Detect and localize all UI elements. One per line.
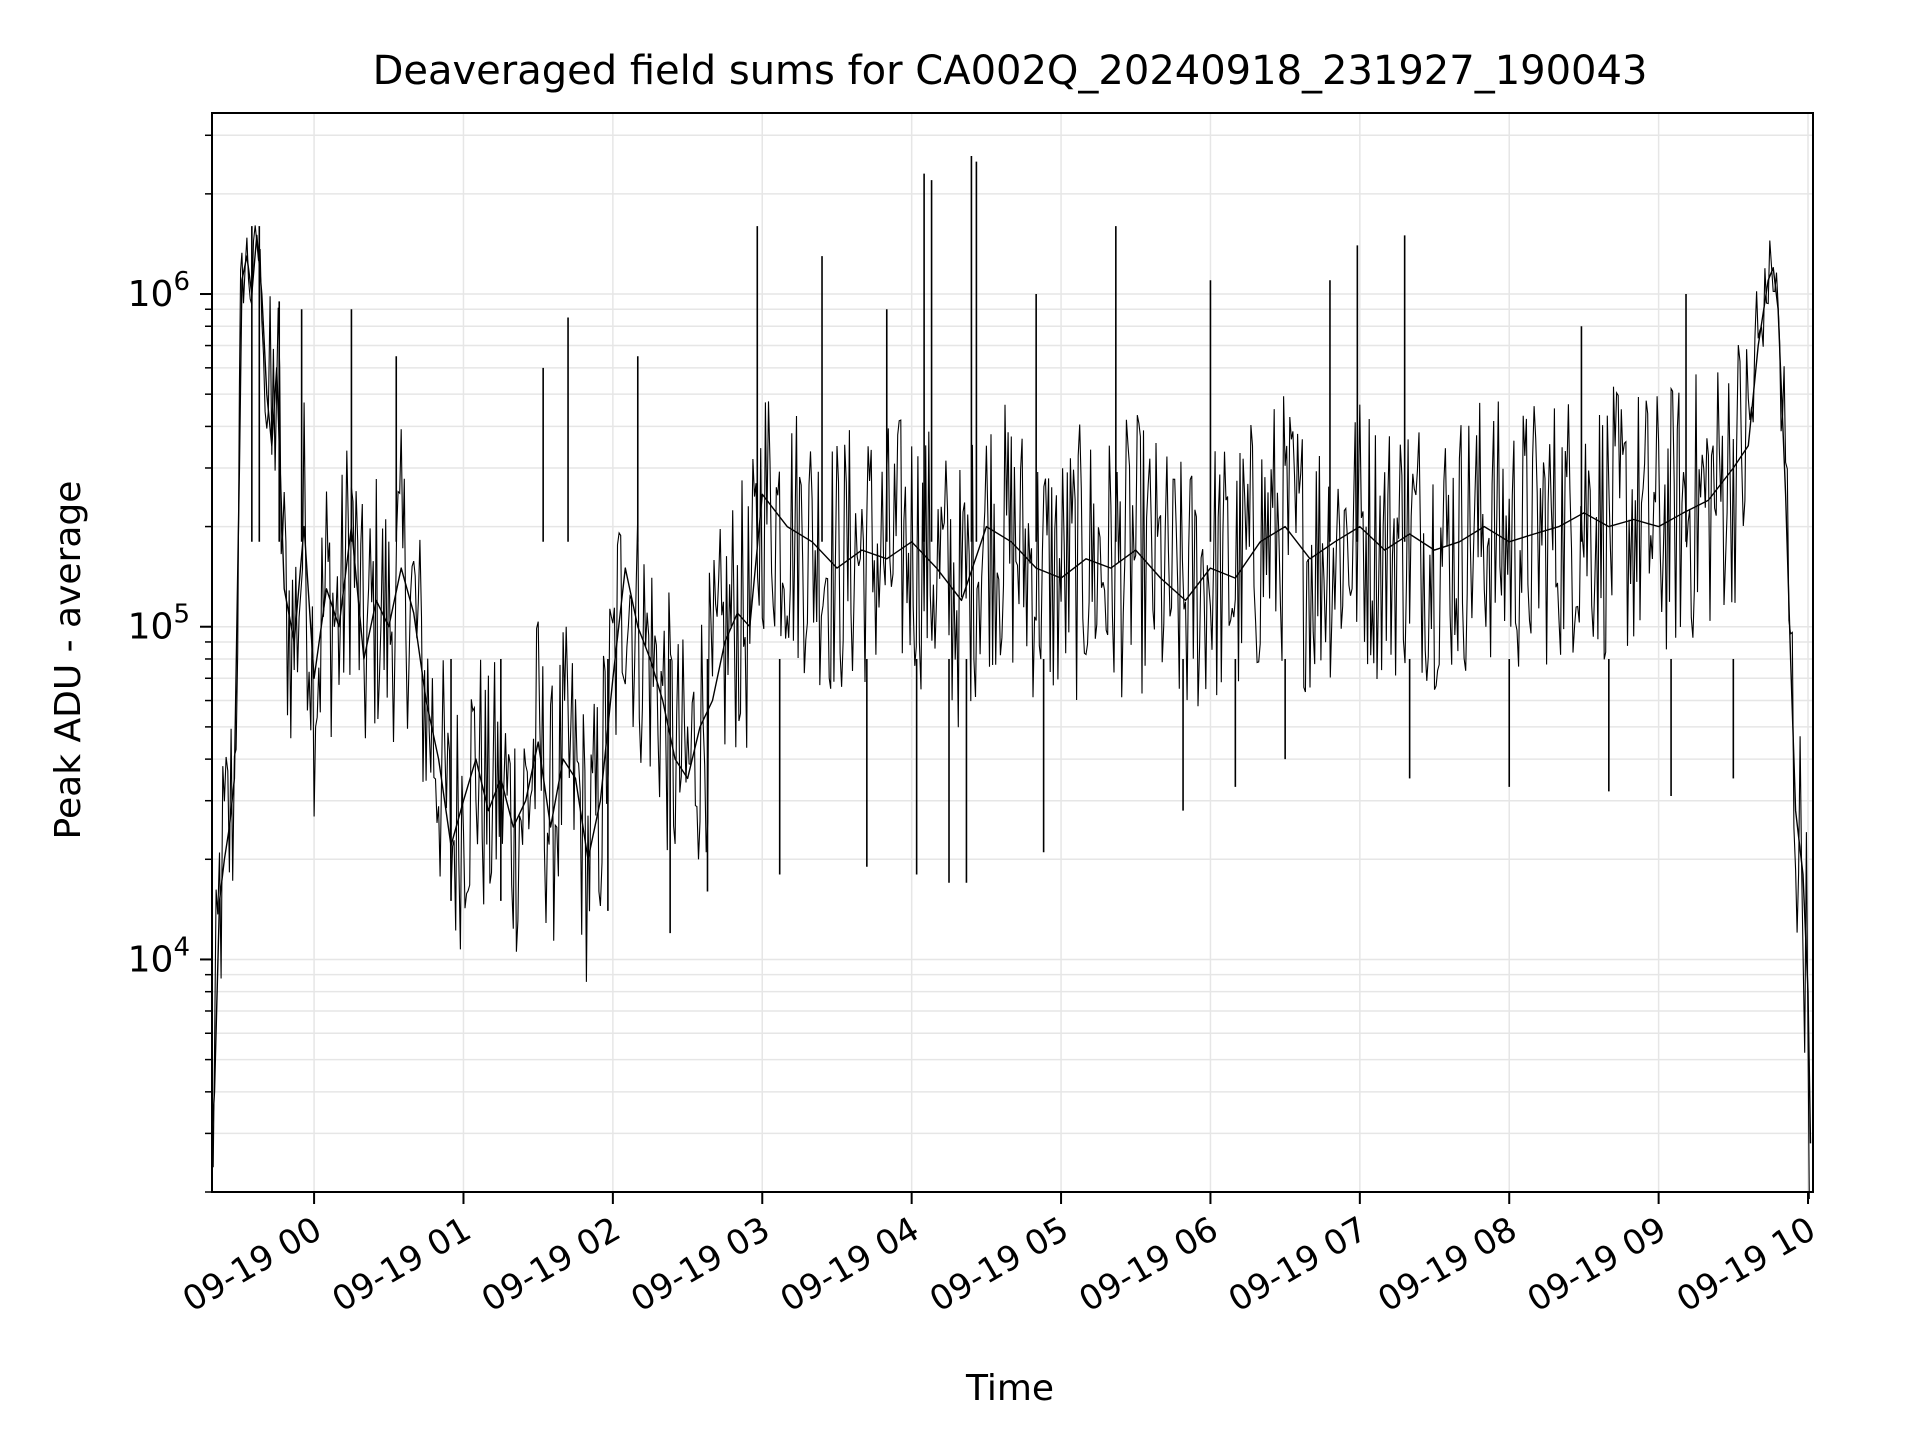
chart-title: Deaveraged field sums for CA002Q_2024091… [373, 48, 1648, 94]
x-axis-label: Time [965, 1368, 1054, 1409]
y-tick-label: 106 [128, 267, 190, 315]
y-tick-label: 104 [128, 932, 190, 980]
y-tick-label: 105 [128, 600, 190, 648]
plot-frame [211, 112, 1814, 1193]
data-series [211, 155, 1812, 1200]
y-axis-label: Peak ADU - average [48, 481, 89, 840]
series-trace-line [211, 225, 1810, 1200]
